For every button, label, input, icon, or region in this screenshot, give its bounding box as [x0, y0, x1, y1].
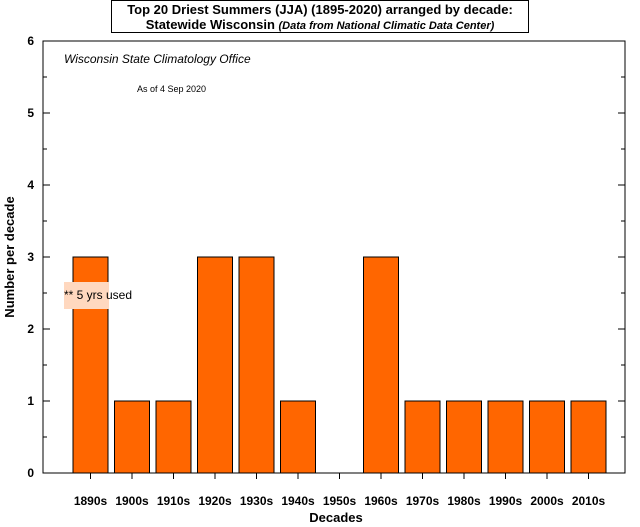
bar-1900s [114, 400, 150, 474]
y-tick-label: 6 [27, 34, 34, 48]
y-tick-label: 4 [27, 178, 34, 192]
x-tick-label-1960s: 1960s [364, 494, 398, 508]
chart-title: Top 20 Driest Summers (JJA) (1895-2020) … [127, 2, 513, 17]
y-tick-label: 5 [27, 106, 34, 120]
chart-data-source: (Data from National Climatic Data Center… [278, 20, 495, 32]
bar-1970s [404, 400, 441, 474]
bar-1980s [446, 400, 482, 474]
note-highlight [64, 282, 109, 309]
x-tick-label-1940s: 1940s [281, 494, 315, 508]
x-tick-label-1990s: 1990s [489, 494, 523, 508]
x-tick-label-2000s: 2000s [530, 494, 564, 508]
y-axis-label: Number per decade [2, 196, 17, 317]
as-of-annotation: As of 4 Sep 2020 [137, 84, 206, 94]
bar-2010s [570, 400, 607, 474]
x-tick-label-1970s: 1970s [406, 494, 440, 508]
y-tick-label: 1 [27, 394, 34, 408]
x-tick-label-2010s: 2010s [572, 494, 606, 508]
x-axis-label: Decades [309, 510, 362, 525]
bar-1920s [197, 256, 233, 474]
x-tick-label-1920s: 1920s [198, 494, 232, 508]
y-axis: 0 1 2 3 4 5 6 [27, 34, 625, 480]
x-axis: 1890s 1900s 1910s 1920s 1930s 1940s 1950s 1960s… [74, 473, 606, 508]
x-tick-label-1900s: 1900s [115, 494, 149, 508]
x-tick-label-1890s: 1890s [74, 494, 108, 508]
bar-2000s [529, 400, 565, 474]
x-tick-label-1980s: 1980s [447, 494, 481, 508]
bar-1960s [363, 256, 399, 474]
y-tick-label: 2 [27, 322, 34, 336]
bar-1940s [280, 400, 316, 474]
bar-1990s [487, 400, 524, 474]
x-tick-label-1910s: 1910s [157, 494, 191, 508]
y-tick-label: 0 [27, 466, 34, 480]
y-tick-label: 3 [27, 250, 34, 264]
chart-title-box: Top 20 Driest Summers (JJA) (1895-2020) … [111, 0, 529, 33]
bars-group [72, 256, 607, 474]
five-years-note: ** 5 yrs used [64, 288, 132, 302]
x-tick-label-1930s: 1930s [240, 494, 274, 508]
x-tick-label-1950s: 1950s [323, 494, 357, 508]
chart-subtitle-main: Statewide Wisconsin [145, 17, 275, 32]
chart-subtitle: Statewide Wisconsin (Data from National … [112, 17, 528, 34]
office-annotation: Wisconsin State Climatology Office [64, 52, 251, 66]
bar-1930s [238, 256, 275, 474]
bar-1910s [155, 400, 192, 474]
